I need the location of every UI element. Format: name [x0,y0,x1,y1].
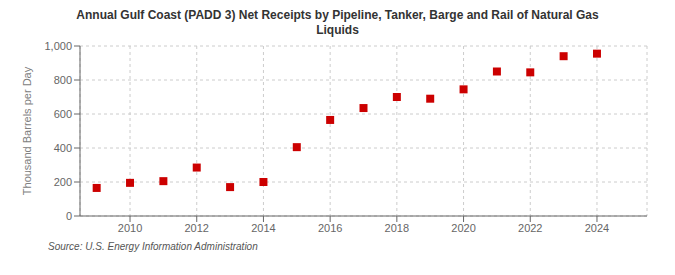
html-text:Source: U.S. Energy Informatio: Source: U.S. Energy Information Administ… [48,241,258,252]
svg-text:200: 200 [54,176,72,188]
svg-text:Thousand Barrels per Day: Thousand Barrels per Day [21,66,33,195]
svg-text:600: 600 [54,108,72,120]
svg-text:800: 800 [54,74,72,86]
svg-text:2016: 2016 [318,222,342,234]
svg-text:2022: 2022 [518,222,542,234]
svg-text:2020: 2020 [451,222,475,234]
svg-text:2014: 2014 [251,222,275,234]
svg-text:1,000: 1,000 [44,40,72,52]
svg-text:2012: 2012 [184,222,208,234]
svg-text:0: 0 [66,210,72,222]
svg-text:2018: 2018 [385,222,409,234]
html-text:Annual Gulf Coast (PADD 3) Net: Annual Gulf Coast (PADD 3) Net Receipts … [76,8,599,37]
svg-text:2024: 2024 [585,222,609,234]
svg-text:2010: 2010 [118,222,142,234]
svg-text:400: 400 [54,142,72,154]
